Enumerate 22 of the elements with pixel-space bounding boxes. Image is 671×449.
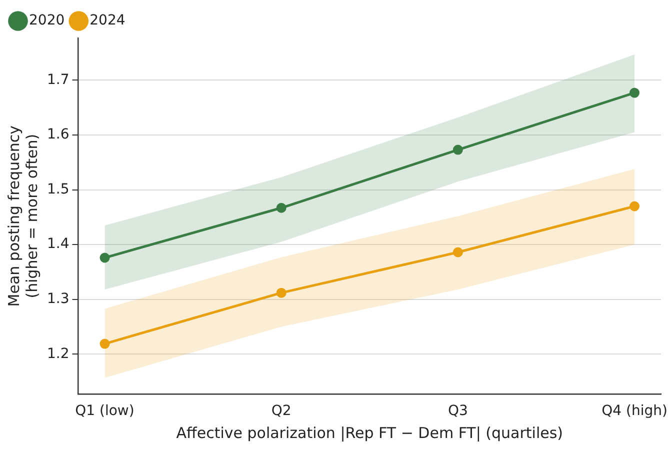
point	[100, 338, 110, 349]
point	[452, 144, 463, 155]
point	[276, 202, 286, 213]
y-axis-title: Mean posting frequency (higher = more often)	[4, 125, 41, 307]
point	[630, 201, 640, 212]
point	[630, 88, 640, 98]
y-tick-label: 1.2	[47, 346, 70, 362]
point	[452, 247, 463, 258]
x-tick-label: Q3	[448, 403, 468, 420]
y-tick-label: 1.3	[47, 291, 70, 308]
x-tick-label: Q4 (high)	[602, 403, 668, 420]
y-tick-label: 1.4	[47, 236, 70, 252]
x-tick-label: Q2	[271, 403, 292, 420]
y-tick-label: 1.7	[47, 72, 70, 88]
legend-label: 2020	[29, 12, 65, 29]
x-tick-label: Q1 (low)	[75, 403, 134, 420]
x-axis-title: Affective polarization |Rep FT − Dem FT| (quartiles)	[176, 424, 564, 442]
point	[276, 288, 286, 298]
y-tick-label: 1.6	[47, 126, 70, 143]
legend-label: 2024	[90, 12, 126, 29]
point	[100, 252, 110, 263]
y-tick-label: 1.5	[47, 181, 70, 198]
